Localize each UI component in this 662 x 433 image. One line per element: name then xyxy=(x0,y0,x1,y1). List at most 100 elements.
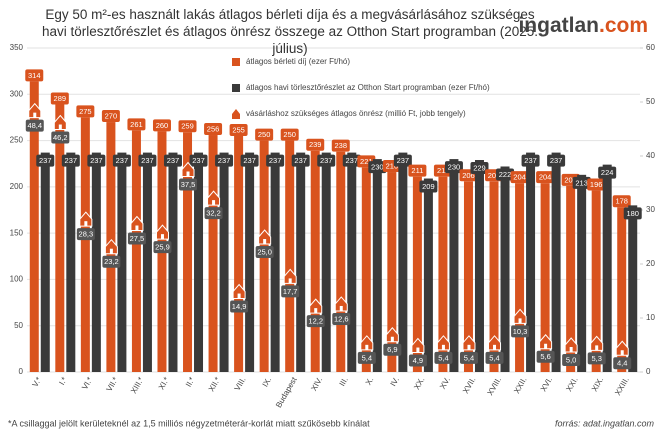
house-label: 5,6 xyxy=(540,352,550,361)
logo-suffix: .com xyxy=(598,14,648,37)
bar-label-bg xyxy=(87,154,106,167)
house-label-bg xyxy=(511,325,530,338)
house-door xyxy=(160,234,164,240)
legend-label: átlagos havi törlesztőrészlet az Otthon … xyxy=(246,83,490,92)
bar xyxy=(628,205,638,372)
house-label-bg xyxy=(281,285,300,298)
house-label-group: 17,7 xyxy=(281,285,300,298)
house-label-group: 32,2 xyxy=(204,207,223,220)
bar xyxy=(310,150,320,372)
bar-label-bg xyxy=(101,110,120,123)
bar-label-bg xyxy=(138,154,157,167)
bar-label-group: 222 xyxy=(496,168,515,181)
bar-label: 222 xyxy=(499,170,512,179)
house-label-group: 6,9 xyxy=(383,343,402,356)
house-label-group: 5,4 xyxy=(434,351,453,364)
bar-label-group: 250 xyxy=(280,128,299,141)
house-marker xyxy=(181,161,195,177)
house-marker xyxy=(385,326,399,343)
bar-label-group: 261 xyxy=(127,118,146,131)
house-label-bg xyxy=(230,300,249,313)
bar-label-group: 237 xyxy=(240,154,259,167)
legend-marker xyxy=(232,84,240,92)
bar-label-group: 237 xyxy=(138,154,157,167)
bar xyxy=(208,135,218,372)
x-tick-label: Budapest xyxy=(274,375,299,409)
house-label-group: 25,9 xyxy=(153,241,172,254)
bar-label-bg xyxy=(521,154,540,167)
house-label: 4,9 xyxy=(413,356,423,365)
house-label-group: 27,5 xyxy=(127,232,146,245)
bar xyxy=(412,176,422,372)
bar-label: 237 xyxy=(269,156,282,165)
house-marker xyxy=(590,335,604,351)
bar-label: 275 xyxy=(79,107,92,116)
bar-label-bg xyxy=(510,171,529,184)
house-label: 17,7 xyxy=(283,287,298,296)
bar-label-bg xyxy=(25,69,44,82)
house-label: 25,9 xyxy=(155,243,170,252)
bar-label-bg xyxy=(229,123,248,136)
bar-label: 237 xyxy=(346,156,359,165)
bar xyxy=(131,130,141,372)
house-door xyxy=(467,344,471,350)
bar xyxy=(55,104,65,373)
bar-label-group: 237 xyxy=(189,154,208,167)
house-label-bg xyxy=(332,312,351,325)
bar xyxy=(515,183,525,372)
bar-label: 237 xyxy=(90,156,103,165)
house-label-bg xyxy=(179,178,198,191)
bar-label: 206 xyxy=(488,171,501,180)
house-label-bg xyxy=(102,255,121,268)
bar-label: 289 xyxy=(54,94,67,103)
bar-label-group: 238 xyxy=(331,139,350,152)
y2-tick-label: 30 xyxy=(646,205,655,214)
house-label-group: 5,4 xyxy=(485,351,504,364)
bar-label: 230 xyxy=(448,163,461,172)
bar-label: 238 xyxy=(335,141,348,150)
x-tick-label: VIII. xyxy=(233,376,248,393)
bar xyxy=(321,152,331,372)
bar-label-bg xyxy=(572,176,591,189)
bar xyxy=(194,152,204,372)
bar-label-group: 196 xyxy=(587,178,606,191)
bar-label-bg xyxy=(266,154,285,167)
bar-label: 239 xyxy=(309,140,322,149)
y-tick-label: 300 xyxy=(10,89,24,98)
house-door xyxy=(288,278,292,284)
house-label-bg xyxy=(25,119,44,132)
house-door xyxy=(544,343,548,349)
house-label: 5,4 xyxy=(489,353,499,362)
bar-label-group: 237 xyxy=(317,154,336,167)
bar-label-bg xyxy=(408,164,427,177)
bar-label: 259 xyxy=(181,122,194,131)
house-label: 5,0 xyxy=(566,355,576,364)
bar xyxy=(91,152,101,372)
bar xyxy=(40,152,50,372)
x-tick-label: XXIII. xyxy=(613,376,631,397)
bar-label-group: 237 xyxy=(342,154,361,167)
bar-label: 237 xyxy=(243,156,256,165)
house-label-bg xyxy=(204,207,223,220)
bar-label-group: 178 xyxy=(612,195,631,208)
bar-label: 196 xyxy=(590,180,603,189)
house-label: 14,9 xyxy=(232,302,247,311)
bar-label: 216 xyxy=(386,162,399,171)
bar-label: 255 xyxy=(232,125,245,134)
house-label: 37,5 xyxy=(181,180,196,189)
house-marker xyxy=(488,335,502,351)
house-marker xyxy=(155,224,169,240)
house-label: 32,2 xyxy=(206,209,221,218)
house-door xyxy=(84,221,88,227)
house-label-group: 25,0 xyxy=(255,246,274,258)
bar-label-bg xyxy=(547,154,566,167)
bar-label-group: 250 xyxy=(255,128,274,141)
bar-label: 237 xyxy=(550,156,563,165)
bar-label-bg xyxy=(536,171,555,184)
house-door xyxy=(416,347,420,353)
bar-label: 230 xyxy=(371,163,384,172)
x-tick-label: IV. xyxy=(389,376,401,388)
source: forrás: adat.ingatlan.com xyxy=(555,418,655,428)
bar-label-group: 275 xyxy=(76,105,95,118)
bar-label-group: 237 xyxy=(521,154,540,167)
